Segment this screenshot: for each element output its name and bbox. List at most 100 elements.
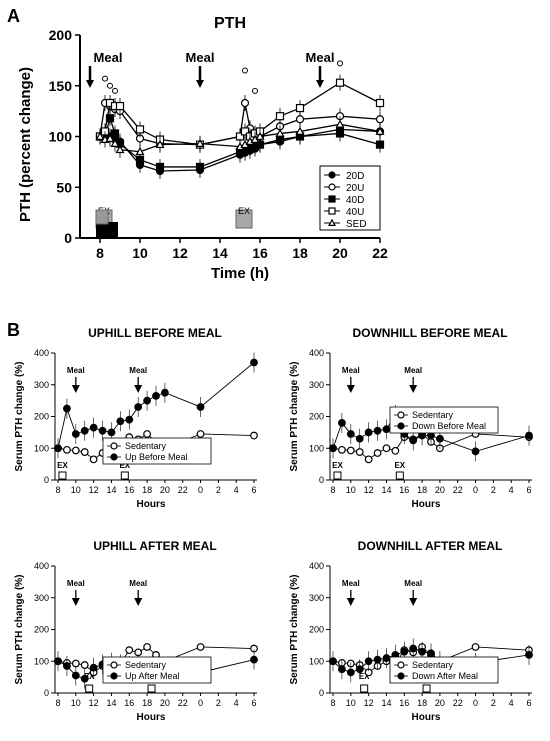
chart-a-xtick-label: 10 [132,245,148,261]
data-point [143,643,151,651]
ex-box [422,684,431,693]
data-point [355,434,364,443]
data-point [95,131,105,140]
ytick-label: 400 [34,561,49,571]
data-point [196,403,205,411]
ytick-label: 0 [44,475,49,485]
data-point [382,425,391,434]
xtick-label: 6 [526,698,531,708]
legend-marker [328,171,336,179]
meal-arrow-head [86,80,94,88]
data-point [364,657,373,666]
data-point [63,662,71,670]
data-point [195,138,205,148]
data-point [110,138,120,148]
xtick-label: 2 [216,485,221,495]
xtick-label: 16 [399,698,409,708]
data-point [346,668,355,677]
data-point [196,430,205,438]
xtick-label: 12 [89,698,99,708]
legend-label: Up After Meal [125,671,180,681]
xtick-label: 4 [509,485,514,495]
xtick-label: 14 [381,485,391,495]
meal-label: Meal [94,50,123,65]
data-point [107,428,116,437]
chart-a-ytick-label: 50 [56,179,72,195]
ytick-label: 200 [309,412,324,422]
xlabel: Hours [137,499,166,510]
meal-label: Meal [342,579,360,588]
xtick-label: 22 [178,698,188,708]
ex-box [58,471,67,480]
legend-box [389,406,499,434]
xtick-label: 20 [160,698,170,708]
series-up-before-meal [54,352,258,459]
meal-label: Meal [129,579,147,588]
data-point [155,139,165,149]
chart-a-ytick-label: 150 [49,78,73,94]
xtick-label: 10 [71,485,81,495]
xlabel: Hours [412,499,441,510]
xtick-label: 8 [330,485,335,495]
data-point [525,431,533,440]
data-point [382,654,391,662]
data-point [373,449,382,457]
legend-marker [327,218,337,226]
data-point [54,444,62,453]
legend-label: Down After Meal [412,671,478,681]
chart-a-xtick-label: 22 [372,245,388,261]
data-point [364,455,373,464]
series-SED [95,116,385,160]
legend-label: SED [346,219,367,230]
data-point [275,112,285,121]
data-point [80,426,89,435]
meal-arrow-head [316,80,324,88]
data-point [338,665,346,674]
xtick-label: 0 [198,698,203,708]
data-point [71,671,80,680]
xtick-label: 4 [234,485,239,495]
ytick-label: 300 [309,380,324,390]
data-point [80,674,89,683]
data-point [409,644,418,653]
ex-box [333,471,342,480]
data-point [80,661,89,669]
ex-box [147,684,156,693]
xtick-label: 10 [346,698,356,708]
legend-marker [328,183,336,191]
data-point [275,128,285,137]
data-point [338,418,346,427]
ex-label: EX [359,672,370,681]
data-point [98,426,107,435]
meal-label: Meal [404,579,422,588]
legend-marker [110,672,118,680]
legend-marker [110,442,118,450]
data-point [135,125,145,134]
ytick-label: 100 [309,656,324,666]
data-point [250,431,258,440]
ytick-label: 0 [44,688,49,698]
xtick-label: 14 [381,698,391,708]
data-point [471,447,480,456]
chart-a-xtick-label: 12 [172,245,188,261]
meal-label: Meal [342,366,360,375]
ytick-label: 300 [309,593,324,603]
data-point [409,436,418,445]
xtick-label: 20 [435,698,445,708]
data-point [355,665,364,674]
xtick-label: 4 [234,698,239,708]
legend-marker [328,195,336,203]
data-point [116,417,125,426]
xtick-label: 16 [124,485,134,495]
meal-arrow-head [134,598,143,606]
ytick-label: 0 [319,475,324,485]
ex-box [395,471,404,480]
significance-marker [337,60,343,67]
xtick-label: 8 [330,698,335,708]
legend-marker [328,207,336,215]
data-point [125,415,134,424]
data-point [105,133,115,142]
